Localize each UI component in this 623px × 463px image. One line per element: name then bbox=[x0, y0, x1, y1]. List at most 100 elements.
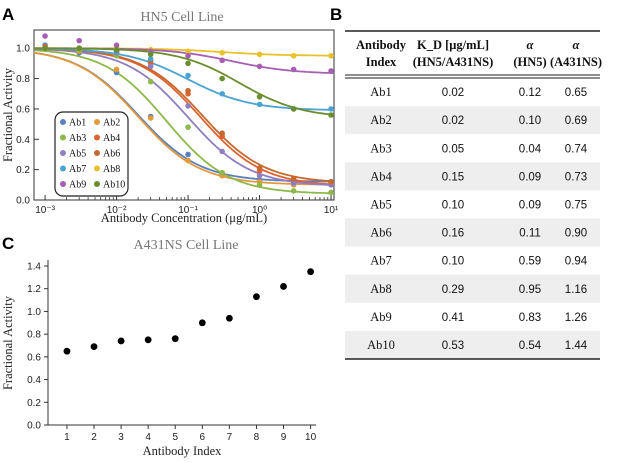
table-header-cell: (HN5/A431NS) bbox=[413, 55, 494, 69]
data-point-ab9 bbox=[290, 66, 297, 73]
table-cell: 0.90 bbox=[565, 228, 587, 240]
x-tick-label: 10⁻¹ bbox=[178, 205, 198, 216]
data-point-ab10 bbox=[76, 45, 82, 52]
table-header-cell: K_D [μg/mL] bbox=[417, 38, 489, 52]
table-header-cell: (HN5) bbox=[513, 55, 546, 69]
chart-title-hn5: HN5 Cell Line bbox=[140, 10, 223, 25]
table-header-cell: Index bbox=[366, 55, 397, 69]
data-points-a431ns bbox=[63, 268, 314, 355]
x-tick-label: 7 bbox=[227, 432, 233, 443]
x-axis-label-a431ns: Antibody Index bbox=[143, 444, 223, 458]
data-point-ab4 bbox=[144, 336, 152, 344]
table-header-cell: α bbox=[527, 38, 535, 52]
y-tick-label: 0.4 bbox=[16, 135, 30, 146]
table-cell: 0.53 bbox=[442, 340, 464, 352]
data-point-ab10 bbox=[256, 93, 263, 100]
table-cell: 0.95 bbox=[519, 284, 541, 296]
data-point-ab6 bbox=[219, 130, 225, 137]
data-point-ab1 bbox=[63, 347, 71, 355]
data-points-hn5 bbox=[42, 33, 334, 196]
table-cell: 0.29 bbox=[442, 284, 464, 296]
legend-swatch-ab7 bbox=[60, 165, 66, 172]
x-axis-label-hn5: Antibody Concentration (μg/mL) bbox=[101, 211, 267, 225]
table-row-stripe bbox=[345, 274, 600, 303]
table-cell: 0.59 bbox=[519, 256, 541, 268]
data-point-ab2 bbox=[113, 66, 120, 73]
data-point-ab6 bbox=[328, 178, 334, 185]
legend-swatch-ab6 bbox=[94, 150, 100, 156]
table-cell: 0.09 bbox=[519, 199, 541, 211]
data-point-ab5 bbox=[219, 148, 225, 155]
data-point-ab10 bbox=[147, 51, 154, 58]
data-point-ab3 bbox=[256, 182, 263, 188]
data-point-ab9 bbox=[185, 53, 191, 59]
legend-swatch-ab8 bbox=[94, 165, 100, 172]
data-point-ab9 bbox=[328, 68, 334, 74]
data-point-ab8 bbox=[185, 48, 191, 55]
table-row-label: Ab5 bbox=[370, 197, 392, 211]
fit-curve-ab7 bbox=[33, 47, 335, 111]
table-cell: 0.02 bbox=[442, 115, 464, 127]
table-cell: 0.15 bbox=[442, 171, 464, 183]
tick-group-hn5: 10⁻³ 10⁻² 10⁻¹ 10⁰ 10¹ 0.0 0.2 0.4 0.6 0.8 1.0 bbox=[16, 44, 339, 216]
data-point-ab6 bbox=[290, 175, 297, 182]
data-point-ab5 bbox=[256, 172, 263, 179]
y-axis-label-a431ns: Fractional Activity bbox=[1, 295, 15, 390]
data-point-ab7 bbox=[256, 101, 263, 108]
legend-label-ab5: Ab5 bbox=[69, 149, 86, 160]
table-cell: 0.09 bbox=[519, 171, 541, 183]
legend-hn5: Ab1 Ab2 Ab3 Ab4 Ab5 Ab6 Ab7 Ab8 Ab9 Ab10 bbox=[54, 111, 129, 197]
fit-curves-hn5 bbox=[33, 47, 335, 195]
y-tick-label: 1.0 bbox=[27, 307, 41, 318]
table-cell: 0.75 bbox=[565, 199, 587, 211]
fit-curve-ab5 bbox=[33, 48, 335, 186]
table-row-label: Ab7 bbox=[370, 254, 392, 268]
table-cell: 0.10 bbox=[519, 115, 541, 127]
data-point-ab3 bbox=[147, 78, 154, 85]
legend-label-ab10: Ab10 bbox=[103, 180, 125, 191]
table-cell: 0.02 bbox=[442, 87, 464, 99]
legend-label-ab4: Ab4 bbox=[103, 133, 120, 144]
data-point-ab9 bbox=[256, 63, 263, 70]
legend-swatch-ab1 bbox=[60, 119, 66, 125]
y-tick-label: 0.0 bbox=[16, 196, 30, 207]
table-cell: 0.65 bbox=[565, 87, 587, 99]
data-point-ab5 bbox=[290, 180, 297, 187]
legend-swatch-ab2 bbox=[94, 119, 100, 125]
legend-label-ab6: Ab6 bbox=[103, 149, 120, 160]
data-point-ab8 bbox=[256, 51, 263, 58]
data-point-ab10 bbox=[290, 106, 297, 112]
data-point-ab2 bbox=[147, 115, 154, 121]
panel-letter-b: B bbox=[330, 5, 342, 24]
x-tick-label: 5 bbox=[172, 432, 178, 443]
table-row-stripe bbox=[345, 106, 600, 135]
data-point-ab10 bbox=[307, 268, 314, 276]
legend-swatch-ab5 bbox=[60, 150, 66, 156]
panel-c-a431ns-chart: C A431NS Cell Line Antibody Index Fracti… bbox=[1, 234, 317, 458]
data-point-ab7 bbox=[185, 72, 191, 79]
data-point-ab3 bbox=[117, 337, 125, 345]
x-tick-label: 1 bbox=[64, 432, 70, 443]
y-tick-label: 0.0 bbox=[27, 421, 41, 432]
table-header: Antibody Index K_D [μg/mL] (HN5/A431NS) α (HN… bbox=[356, 38, 602, 69]
data-point-ab6 bbox=[256, 165, 263, 171]
table-row-label: Ab2 bbox=[370, 113, 392, 127]
table-cell: 0.12 bbox=[519, 87, 541, 99]
table-row-stripe bbox=[345, 330, 600, 359]
table-row-label: Ab8 bbox=[370, 282, 392, 296]
legend-swatch-ab4 bbox=[94, 134, 100, 141]
x-tick-label: 10⁻² bbox=[107, 205, 127, 216]
plot-frame-hn5 bbox=[33, 29, 335, 201]
data-point-ab3 bbox=[185, 124, 191, 130]
legend-swatch-ab9 bbox=[60, 181, 66, 187]
table-row-label: Ab4 bbox=[370, 169, 392, 183]
y-tick-label: 0.4 bbox=[27, 375, 41, 386]
y-tick-label: 1.4 bbox=[27, 262, 41, 273]
data-point-ab6 bbox=[185, 87, 191, 94]
table-cell: 0.10 bbox=[442, 199, 464, 211]
panel-letter-c: C bbox=[2, 234, 14, 253]
chart-title-a431ns: A431NS Cell Line bbox=[134, 238, 239, 253]
y-tick-label: 0.2 bbox=[27, 398, 41, 409]
x-tick-label: 2 bbox=[91, 432, 97, 443]
